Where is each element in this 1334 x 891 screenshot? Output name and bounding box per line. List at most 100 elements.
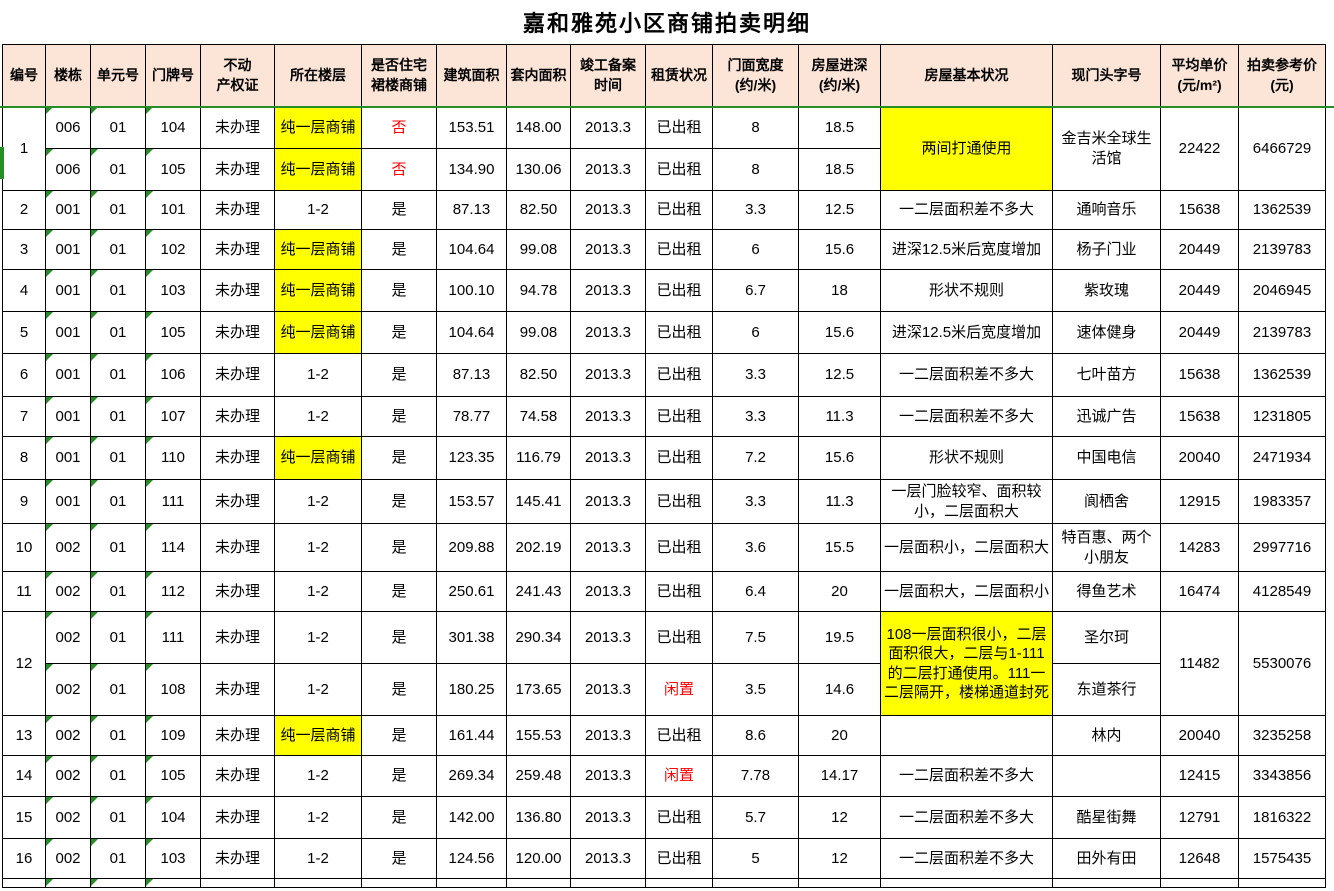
cell[interactable]: 未办理 xyxy=(200,353,275,397)
column-header[interactable]: 平均单价 (元/m²) xyxy=(1160,44,1239,107)
column-header[interactable]: 现门头字号 xyxy=(1052,44,1161,107)
cell[interactable]: 001 xyxy=(45,311,91,354)
cell[interactable]: 99.08 xyxy=(506,311,571,354)
cell[interactable]: 1-2 xyxy=(274,353,362,397)
cell[interactable]: 1-2 xyxy=(274,663,362,716)
cell[interactable]: 一二层面积差不多大 xyxy=(880,755,1053,797)
cell[interactable]: 111 xyxy=(145,479,201,524)
cell[interactable] xyxy=(436,878,507,888)
cell[interactable]: 中国电信 xyxy=(1052,436,1161,480)
cell[interactable]: 紫玫瑰 xyxy=(1052,269,1161,312)
cell[interactable]: 301.38 xyxy=(436,611,507,664)
cell[interactable]: 12.5 xyxy=(798,190,881,230)
cell[interactable]: 001 xyxy=(45,229,91,270)
cell[interactable]: 12 xyxy=(2,611,46,716)
cell[interactable]: 18 xyxy=(798,269,881,312)
cell[interactable]: 迅诚广告 xyxy=(1052,396,1161,437)
cell[interactable]: 006 xyxy=(45,148,91,191)
cell[interactable]: 1983357 xyxy=(1238,479,1326,524)
cell[interactable]: 已出租 xyxy=(645,106,713,149)
cell[interactable]: 是 xyxy=(361,715,437,756)
cell[interactable]: 已出租 xyxy=(645,311,713,354)
cell[interactable]: 2013.3 xyxy=(570,396,646,437)
cell[interactable]: 173.65 xyxy=(506,663,571,716)
column-header[interactable]: 单元号 xyxy=(90,44,146,107)
cell[interactable]: 11.3 xyxy=(798,479,881,524)
column-header[interactable]: 房屋进深 (约/米) xyxy=(798,44,881,107)
cell[interactable]: 002 xyxy=(45,796,91,839)
cell[interactable]: 已出租 xyxy=(645,611,713,664)
cell[interactable]: 2013.3 xyxy=(570,436,646,480)
cell[interactable]: 2013.3 xyxy=(570,715,646,756)
cell[interactable]: 001 xyxy=(45,396,91,437)
cell[interactable]: 104.64 xyxy=(436,229,507,270)
cell[interactable]: 6466729 xyxy=(1238,106,1326,191)
cell[interactable]: 是 xyxy=(361,479,437,524)
cell[interactable]: 101 xyxy=(145,190,201,230)
cell[interactable]: 2013.3 xyxy=(570,311,646,354)
cell[interactable]: 一二层面积差不多大 xyxy=(880,796,1053,839)
cell[interactable]: 202.19 xyxy=(506,523,571,572)
cell[interactable]: 1816322 xyxy=(1238,796,1326,839)
cell[interactable]: 9 xyxy=(2,479,46,524)
column-header[interactable]: 拍卖参考价 (元) xyxy=(1238,44,1326,107)
cell[interactable]: 104 xyxy=(145,106,201,149)
cell[interactable]: 未办理 xyxy=(200,523,275,572)
cell[interactable]: 001 xyxy=(45,353,91,397)
cell[interactable]: 1-2 xyxy=(274,611,362,664)
cell[interactable]: 未办理 xyxy=(200,106,275,149)
cell[interactable]: 114 xyxy=(145,523,201,572)
cell[interactable]: 未办理 xyxy=(200,611,275,664)
cell[interactable]: 94.78 xyxy=(506,269,571,312)
cell[interactable]: 未办理 xyxy=(200,396,275,437)
column-header[interactable]: 门牌号 xyxy=(145,44,201,107)
cell[interactable]: 已出租 xyxy=(645,838,713,879)
cell[interactable]: 112 xyxy=(145,571,201,612)
cell[interactable]: 纯一层商铺 xyxy=(274,715,362,756)
cell[interactable]: 01 xyxy=(90,755,146,797)
cell[interactable]: 002 xyxy=(45,523,91,572)
cell[interactable]: 15638 xyxy=(1160,190,1239,230)
cell[interactable]: 已出租 xyxy=(645,796,713,839)
cell[interactable] xyxy=(1160,878,1239,888)
cell[interactable]: 104 xyxy=(145,796,201,839)
cell[interactable]: 103 xyxy=(145,838,201,879)
cell[interactable]: 110 xyxy=(145,436,201,480)
cell[interactable]: 6 xyxy=(712,229,799,270)
cell[interactable]: 2013.3 xyxy=(570,106,646,149)
cell[interactable]: 未办理 xyxy=(200,229,275,270)
cell[interactable]: 2013.3 xyxy=(570,353,646,397)
cell[interactable]: 8 xyxy=(712,106,799,149)
cell[interactable] xyxy=(1052,878,1161,888)
cell[interactable]: 6.4 xyxy=(712,571,799,612)
cell[interactable]: 3.5 xyxy=(712,663,799,716)
cell[interactable]: 241.43 xyxy=(506,571,571,612)
cell[interactable]: 纯一层商铺 xyxy=(274,269,362,312)
cell[interactable]: 116.79 xyxy=(506,436,571,480)
cell[interactable]: 01 xyxy=(90,353,146,397)
cell[interactable]: 闲置 xyxy=(645,663,713,716)
cell[interactable]: 002 xyxy=(45,838,91,879)
cell[interactable]: 1362539 xyxy=(1238,353,1326,397)
cell[interactable]: 已出租 xyxy=(645,269,713,312)
cell[interactable]: 是 xyxy=(361,838,437,879)
cell[interactable]: 15638 xyxy=(1160,396,1239,437)
cell[interactable]: 6.7 xyxy=(712,269,799,312)
column-header[interactable]: 套内面积 xyxy=(506,44,571,107)
cell[interactable]: 7.2 xyxy=(712,436,799,480)
cell[interactable]: 是 xyxy=(361,269,437,312)
cell[interactable]: 一层面积小，二层面积大 xyxy=(880,523,1053,572)
cell[interactable]: 01 xyxy=(90,479,146,524)
cell[interactable]: 3.6 xyxy=(712,523,799,572)
cell[interactable]: 是 xyxy=(361,190,437,230)
cell[interactable]: 20 xyxy=(798,571,881,612)
cell[interactable]: 是 xyxy=(361,663,437,716)
cell[interactable]: 18.5 xyxy=(798,106,881,149)
cell[interactable]: 2013.3 xyxy=(570,229,646,270)
cell[interactable]: 是 xyxy=(361,436,437,480)
cell[interactable]: 11.3 xyxy=(798,396,881,437)
cell[interactable]: 未办理 xyxy=(200,755,275,797)
cell[interactable]: 15.5 xyxy=(798,523,881,572)
cell[interactable]: 8 xyxy=(712,148,799,191)
cell[interactable]: 否 xyxy=(361,148,437,191)
